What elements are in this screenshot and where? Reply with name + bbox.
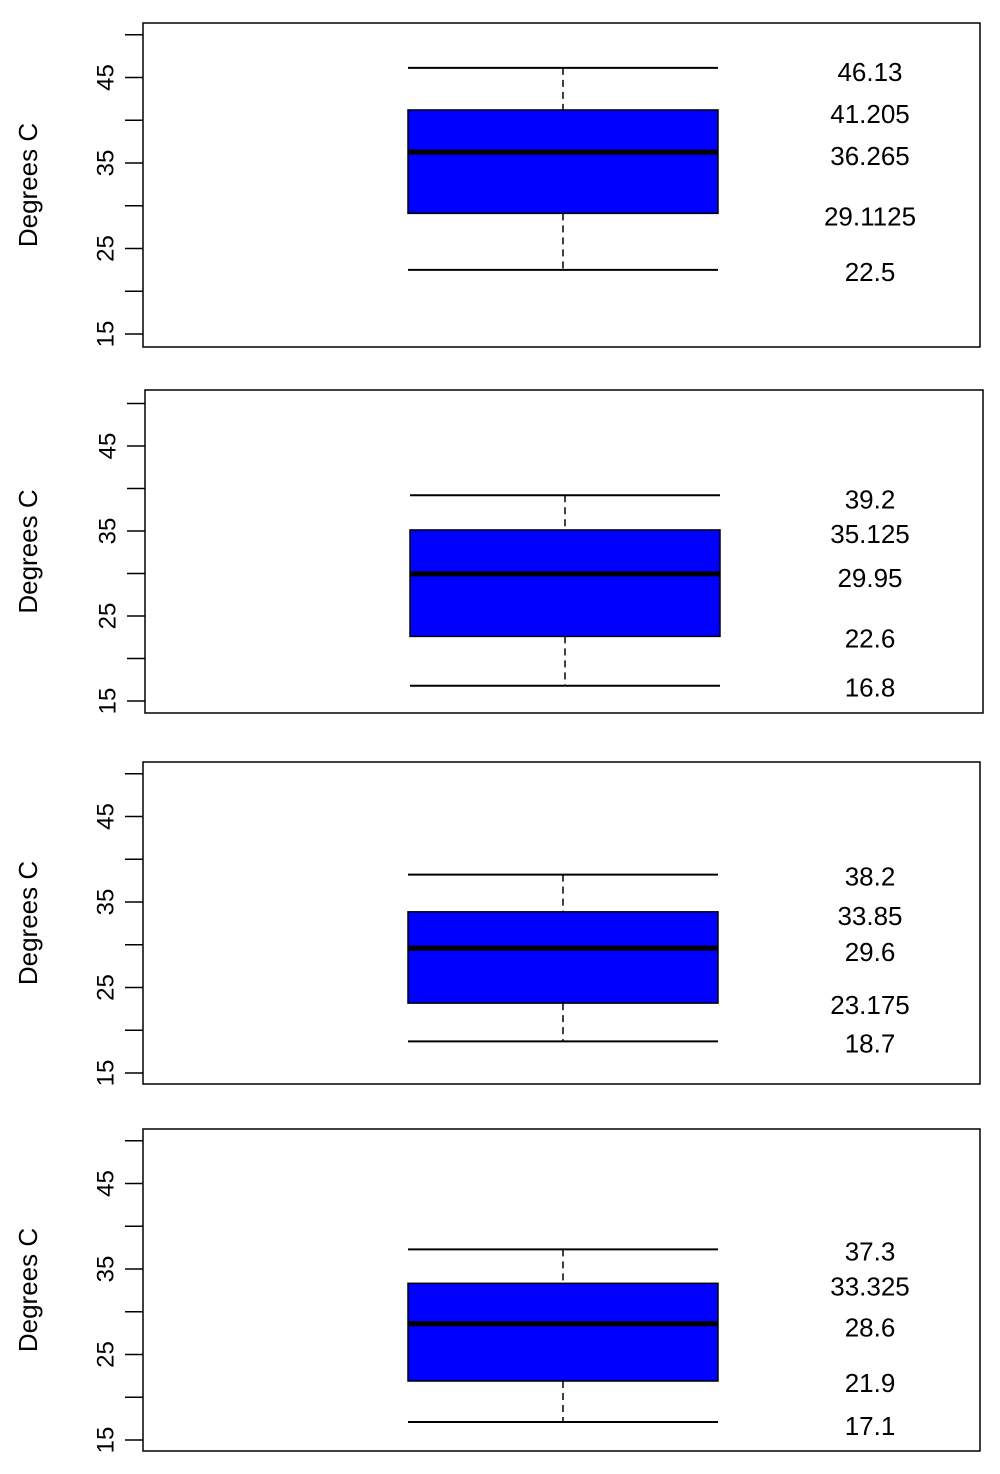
value-label-q1: 22.6 bbox=[845, 623, 896, 653]
value-label-min: 22.5 bbox=[845, 257, 896, 287]
y-tick-label: 35 bbox=[95, 518, 122, 545]
value-label-min: 18.7 bbox=[845, 1028, 896, 1058]
iqr-box bbox=[409, 529, 721, 638]
box-plot-panel: 15 25 35 45 Degrees C 38.2 33.85 29.6 23.175 18.7 bbox=[13, 761, 981, 1087]
iqr-box bbox=[407, 109, 719, 215]
y-tick-label: 25 bbox=[95, 603, 122, 630]
plot-frame bbox=[144, 389, 984, 714]
y-tick-label: 15 bbox=[93, 321, 120, 348]
value-label-q1: 21.9 bbox=[845, 1368, 896, 1398]
y-tick-label: 15 bbox=[95, 688, 122, 715]
value-label-median: 29.6 bbox=[845, 937, 896, 967]
y-tick-label: 35 bbox=[93, 1256, 120, 1283]
y-tick-label: 25 bbox=[93, 974, 120, 1001]
y-tick-label: 25 bbox=[93, 1341, 120, 1368]
y-axis-label: Degrees C bbox=[13, 489, 43, 613]
y-axis-label: Degrees C bbox=[13, 1228, 43, 1352]
y-tick-label: 15 bbox=[93, 1427, 120, 1454]
box-plot-panel: 15 25 35 45 Degrees C 37.3 33.325 28.6 21.9 17.1 bbox=[13, 1128, 981, 1454]
iqr-box bbox=[407, 911, 719, 1004]
box-plot-panel: 15 25 35 45 Degrees C 46.13 41.205 36.265 29.112… bbox=[13, 22, 981, 348]
value-label-min: 17.1 bbox=[845, 1411, 896, 1441]
y-tick-label: 45 bbox=[93, 803, 120, 830]
value-label-q1: 23.175 bbox=[830, 990, 910, 1020]
value-label-median: 29.95 bbox=[837, 563, 902, 593]
plot-frame bbox=[142, 1128, 981, 1452]
value-label-q3: 35.125 bbox=[830, 519, 910, 549]
value-label-median: 36.265 bbox=[830, 141, 910, 171]
y-tick-label: 35 bbox=[93, 889, 120, 916]
value-label-max: 38.2 bbox=[845, 862, 896, 892]
plot-frame bbox=[142, 22, 981, 348]
y-axis-label: Degrees C bbox=[13, 861, 43, 985]
value-label-max: 37.3 bbox=[845, 1236, 896, 1266]
y-axis-label: Degrees C bbox=[13, 123, 43, 247]
value-label-min: 16.8 bbox=[845, 673, 896, 703]
value-label-q3: 33.325 bbox=[830, 1271, 910, 1301]
y-tick-label: 25 bbox=[93, 235, 120, 262]
value-label-max: 39.2 bbox=[845, 484, 896, 514]
value-label-median: 28.6 bbox=[845, 1313, 896, 1343]
iqr-box bbox=[407, 1282, 719, 1382]
y-tick-label: 45 bbox=[95, 433, 122, 460]
y-tick-label: 45 bbox=[93, 1170, 120, 1197]
y-tick-label: 35 bbox=[93, 150, 120, 177]
value-label-q3: 33.85 bbox=[837, 901, 902, 931]
value-label-q1: 29.1125 bbox=[824, 201, 916, 231]
value-label-max: 46.13 bbox=[837, 57, 902, 87]
value-label-q3: 41.205 bbox=[830, 99, 910, 129]
y-tick-label: 45 bbox=[93, 64, 120, 91]
plot-frame bbox=[142, 761, 981, 1085]
box-plot-panel: 15 25 35 45 Degrees C 39.2 35.125 29.95 22.6 16.8 bbox=[13, 389, 984, 715]
y-tick-label: 15 bbox=[93, 1060, 120, 1087]
